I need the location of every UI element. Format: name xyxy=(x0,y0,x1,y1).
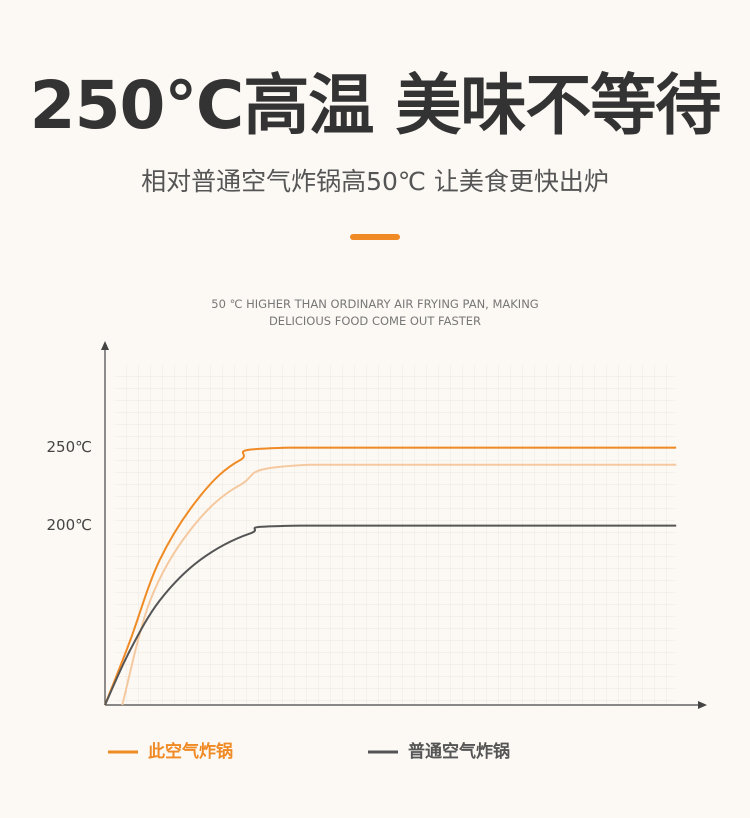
subtitle: 相对普通空气炸锅高50℃ 让美食更快出炉 xyxy=(141,167,609,196)
series-line xyxy=(121,463,677,706)
legend-text: 此空气炸锅 xyxy=(148,741,233,762)
headline: 250℃高温 美味不等待 xyxy=(29,67,722,144)
x-arrow xyxy=(698,701,707,709)
series-line xyxy=(104,524,677,706)
chart-title: 50 ℃ HIGHER THAN ORDINARY AIR FRYING PAN… xyxy=(211,297,539,328)
series-line xyxy=(104,446,677,706)
y-arrow xyxy=(101,341,109,350)
grid-bg xyxy=(115,365,675,705)
y-tick-label: 250℃ xyxy=(47,438,92,456)
y-tick-label: 200℃ xyxy=(47,516,92,534)
divider xyxy=(350,234,400,240)
legend-text: 普通空气炸锅 xyxy=(408,741,510,762)
